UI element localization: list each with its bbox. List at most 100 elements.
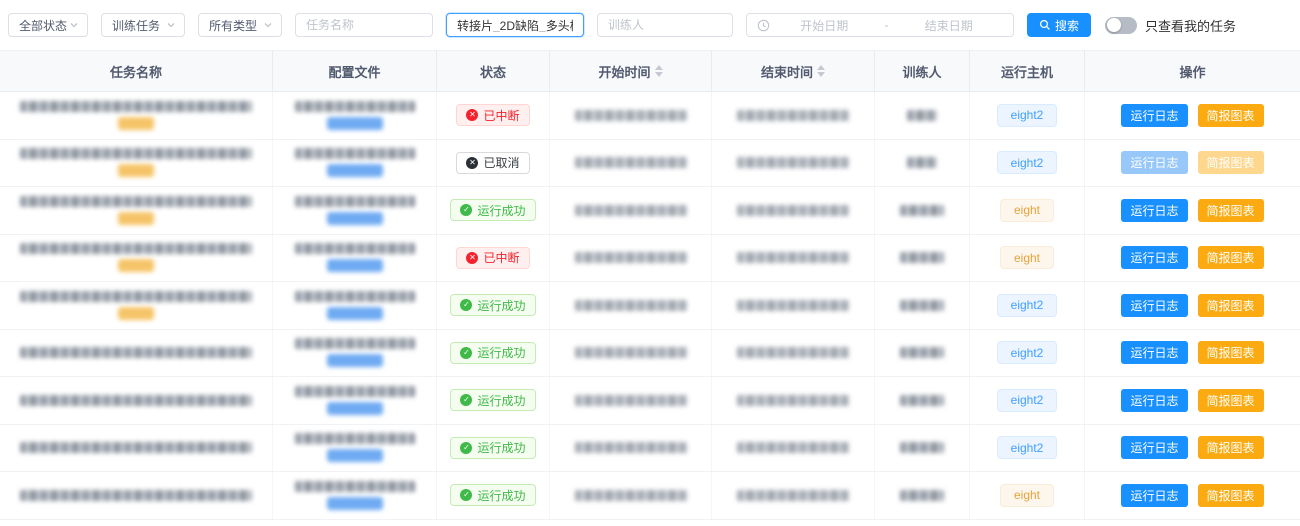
my-tasks-toggle[interactable] [1105,16,1138,34]
status-cell: ✓ 运行成功 [437,472,550,519]
report-chart-button[interactable]: 简报图表 [1197,483,1264,507]
status-cell: ✓ 运行成功 [437,187,550,234]
date-range-picker[interactable]: 开始日期 - 结束日期 [746,13,1014,37]
task-table: 任务名称 配置文件 状态 开始时间 结束时间 训练人 运行主机 操作 ✕ 已中断 eight2 运行… [0,50,1300,520]
task-name-cell [0,472,273,519]
check-circle-icon: ✓ [460,204,473,217]
host-tag: eight [999,198,1055,222]
report-chart-button[interactable]: 简报图表 [1197,436,1264,460]
blurred-config-name [294,338,415,350]
run-log-button[interactable]: 运行日志 [1121,246,1188,270]
blurred-config-link[interactable] [326,164,383,178]
blurred-config-link[interactable] [326,401,383,415]
search-icon [1039,19,1050,30]
report-chart-button[interactable]: 简报图表 [1197,103,1264,127]
cancel-circle-icon: ✕ [466,156,479,169]
report-chart-button[interactable]: 简报图表 [1197,341,1264,365]
config-file-cell [273,92,437,139]
run-log-button[interactable]: 运行日志 [1121,436,1188,460]
blurred-trainer-name [907,157,937,169]
column-header-5[interactable]: 结束时间 [712,51,875,91]
column-header-4[interactable]: 开始时间 [550,51,712,91]
toggle-knob [1107,18,1122,32]
task-type-select[interactable]: 训练任务 [101,13,185,37]
blurred-config-link[interactable] [326,211,383,225]
blurred-trainer-name [900,442,944,454]
sort-caret-icon[interactable] [654,65,663,77]
blurred-config-name [294,100,415,112]
blurred-config-link[interactable] [326,259,383,273]
start-time-cell [550,139,712,186]
config-file-cell [273,187,437,234]
blurred-task-name [20,100,252,112]
status-cell: ✓ 运行成功 [437,329,550,376]
task-name-input[interactable] [306,18,422,32]
host-cell: eight2 [970,139,1085,186]
blurred-task-name [20,243,252,255]
run-log-button[interactable]: 运行日志 [1121,388,1188,412]
report-chart-button[interactable]: 简报图表 [1197,198,1264,222]
table-header: 任务名称 配置文件 状态 开始时间 结束时间 训练人 运行主机 操作 [0,50,1300,92]
my-tasks-toggle-label: 只查看我的任务 [1145,18,1237,34]
status-select-value: 全部状态 [19,18,68,33]
blurred-config-link[interactable] [326,116,383,130]
host-cell: eight [970,187,1085,234]
column-header-7: 运行主机 [970,51,1085,91]
report-chart-button[interactable]: 简报图表 [1197,293,1264,317]
blurred-task-name [20,290,252,302]
config-file-cell [273,472,437,519]
run-log-button[interactable]: 运行日志 [1121,198,1188,222]
status-label: 已中断 [483,108,520,123]
blurred-timestamp [737,347,849,359]
trainer-cell [875,92,970,139]
status-label: 已中断 [483,251,520,266]
column-header-8: 操作 [1085,51,1300,91]
blurred-timestamp [574,442,687,454]
blurred-config-link[interactable] [326,306,383,320]
host-tag: eight2 [996,388,1058,412]
status-label: 运行成功 [477,298,526,313]
blurred-trainer-name [900,394,944,406]
run-log-button[interactable]: 运行日志 [1121,293,1188,317]
blurred-timestamp [574,394,687,406]
status-label: 已取消 [483,156,520,171]
blurred-config-name [294,195,415,207]
table-body: ✕ 已中断 eight2 运行日志 简报图表 ✕ 已取消 eight2 运行日志 简报图表 ✓ 运行成… [0,92,1300,520]
blurred-task-name [20,442,252,454]
status-select[interactable]: 全部状态 [8,13,88,37]
trainer-input[interactable] [608,18,722,32]
keyword-input[interactable] [457,18,573,32]
search-button[interactable]: 搜索 [1027,13,1092,37]
table-row: ✓ 运行成功 eight 运行日志 简报图表 [0,472,1300,520]
blurred-config-name [294,385,415,397]
run-log-button[interactable]: 运行日志 [1121,483,1188,507]
blurred-config-link[interactable] [326,496,383,510]
host-tag: eight [999,246,1055,270]
blurred-config-name [294,243,415,255]
actions-cell: 运行日志 简报图表 [1085,92,1300,139]
check-circle-icon: ✓ [460,346,473,359]
task-name-cell [0,139,273,186]
task-type-select-value: 训练任务 [112,18,161,33]
category-select[interactable]: 所有类型 [198,13,282,37]
trainer-cell [875,139,970,186]
run-log-button[interactable]: 运行日志 [1121,341,1188,365]
status-badge: ✓ 运行成功 [450,436,536,459]
date-start-placeholder[interactable]: 开始日期 [800,18,849,33]
blurred-task-name [20,347,252,359]
host-tag: eight2 [996,151,1058,175]
task-name-cell [0,329,273,376]
blurred-config-link[interactable] [326,449,383,463]
blurred-config-link[interactable] [326,354,383,368]
blurred-task-name [20,394,252,406]
blurred-task-name [20,195,252,207]
column-header-2: 配置文件 [273,51,437,91]
blurred-timestamp [737,489,849,501]
report-chart-button[interactable]: 简报图表 [1197,388,1264,412]
date-end-placeholder[interactable]: 结束日期 [924,18,973,33]
task-name-cell [0,377,273,424]
end-time-cell [712,92,875,139]
report-chart-button[interactable]: 简报图表 [1197,246,1264,270]
sort-caret-icon[interactable] [817,65,825,77]
run-log-button[interactable]: 运行日志 [1121,103,1188,127]
